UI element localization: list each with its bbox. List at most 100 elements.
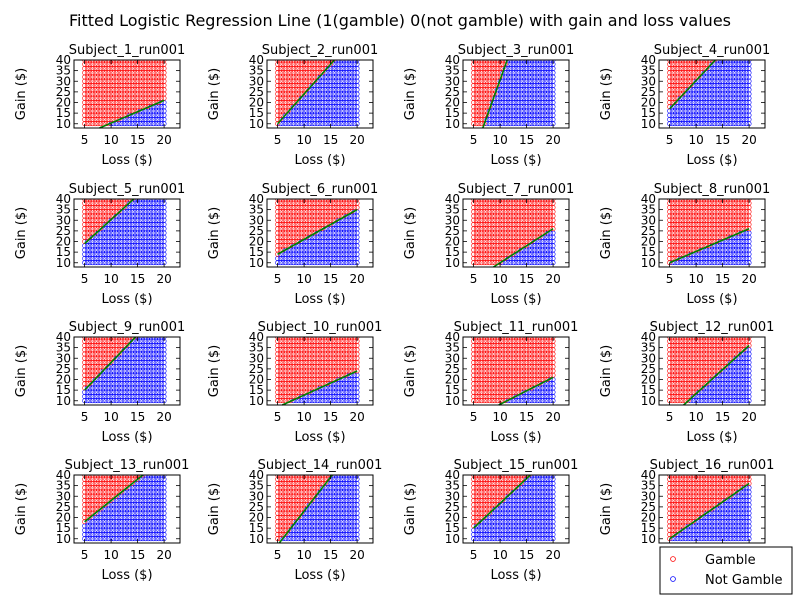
point-gamble [124,337,130,340]
point-gamble [116,199,122,202]
point-gamble [119,337,125,340]
x-tick-label: 5 [666,133,674,147]
point-gamble [114,337,119,340]
axes-frame [462,198,570,268]
y-tick-label: 15 [56,383,71,397]
point-gamble [712,199,718,202]
point-not-gamble [137,337,143,340]
point-gamble [484,199,490,202]
x-tick-label: 15 [323,133,338,147]
y-tick-label: 40 [445,192,460,206]
plot-area [659,60,765,128]
point-gamble [683,199,688,202]
x-tick-label: 5 [81,133,89,147]
point-gamble [709,199,715,202]
point-gamble [106,337,111,340]
point-gamble [738,199,744,202]
fit-line [84,198,135,245]
y-tick-label: 25 [641,85,656,99]
point-gamble [84,199,90,202]
y-tick-label: 35 [56,203,71,217]
x-tick-label: 20 [156,272,171,286]
point-gamble [338,199,344,202]
point-gamble [317,199,323,202]
x-tick-label: 5 [274,133,282,147]
point-gamble [714,199,720,202]
fit-line [669,59,716,110]
subplot-title: Subject_1_run001 [69,43,186,58]
point-gamble [296,337,302,340]
x-tick-label: 10 [492,272,507,286]
point-gamble [344,199,349,202]
y-tick-label: 30 [641,213,656,227]
y-tick-label: 30 [445,74,460,88]
fit-line [84,336,137,391]
y-tick-label: 30 [249,213,264,227]
axes-frame [73,198,181,268]
point-gamble [288,199,294,202]
x-tick-label: 20 [741,272,756,286]
point-gamble [534,199,540,202]
x-tick-label: 10 [103,272,118,286]
y-tick-label: 25 [249,85,264,99]
y-tick-label: 20 [641,235,656,249]
point-gamble [516,199,522,202]
x-tick-label: 20 [545,272,560,286]
y-axis-label: Gain ($) [403,68,418,120]
point-gamble [545,199,551,202]
x-axis-label: Loss ($) [686,292,737,307]
point-gamble [688,199,694,202]
point-gamble [280,337,286,340]
point-not-gamble [132,199,138,202]
fit-line [482,59,508,129]
y-axis-label: Gain ($) [599,68,614,120]
scatter-points [82,199,167,266]
point-gamble [283,337,288,340]
y-axis-label: Gain ($) [14,207,29,259]
plot-area [74,337,180,405]
fit-line [669,228,750,264]
x-tick-label: 20 [156,133,171,147]
point-gamble [124,199,130,202]
x-tick-label: 20 [545,133,560,147]
point-gamble [304,199,310,202]
point-gamble [526,199,532,202]
plot-area [659,199,765,267]
point-gamble [495,199,500,202]
x-tick-label: 15 [130,133,145,147]
y-tick-label: 15 [249,245,264,259]
axes-frame [266,198,374,268]
x-tick-label: 15 [323,272,338,286]
point-gamble [291,337,296,340]
point-gamble [741,199,747,202]
point-gamble [540,199,545,202]
y-axis-label: Gain ($) [14,68,29,120]
y-tick-label: 30 [56,213,71,227]
y-tick-label: 40 [641,192,656,206]
point-gamble [291,199,296,202]
y-tick-label: 10 [56,394,71,408]
point-gamble [111,199,117,202]
plot-area [463,199,569,267]
x-axis-label: Loss ($) [101,430,152,445]
point-gamble [346,199,352,202]
point-gamble [537,199,543,202]
y-axis-label: Gain ($) [207,207,222,259]
scatter-points [275,60,360,127]
y-tick-label: 10 [56,256,71,270]
x-axis-label: Loss ($) [490,153,541,168]
x-tick-label: 15 [519,133,534,147]
point-gamble [677,199,683,202]
point-not-gamble [148,337,154,340]
point-gamble [704,199,710,202]
point-not-gamble [148,199,154,202]
point-gamble [529,199,535,202]
x-tick-label: 10 [103,133,118,147]
point-gamble [84,337,90,340]
point-gamble [320,199,326,202]
x-tick-label: 10 [103,410,118,424]
